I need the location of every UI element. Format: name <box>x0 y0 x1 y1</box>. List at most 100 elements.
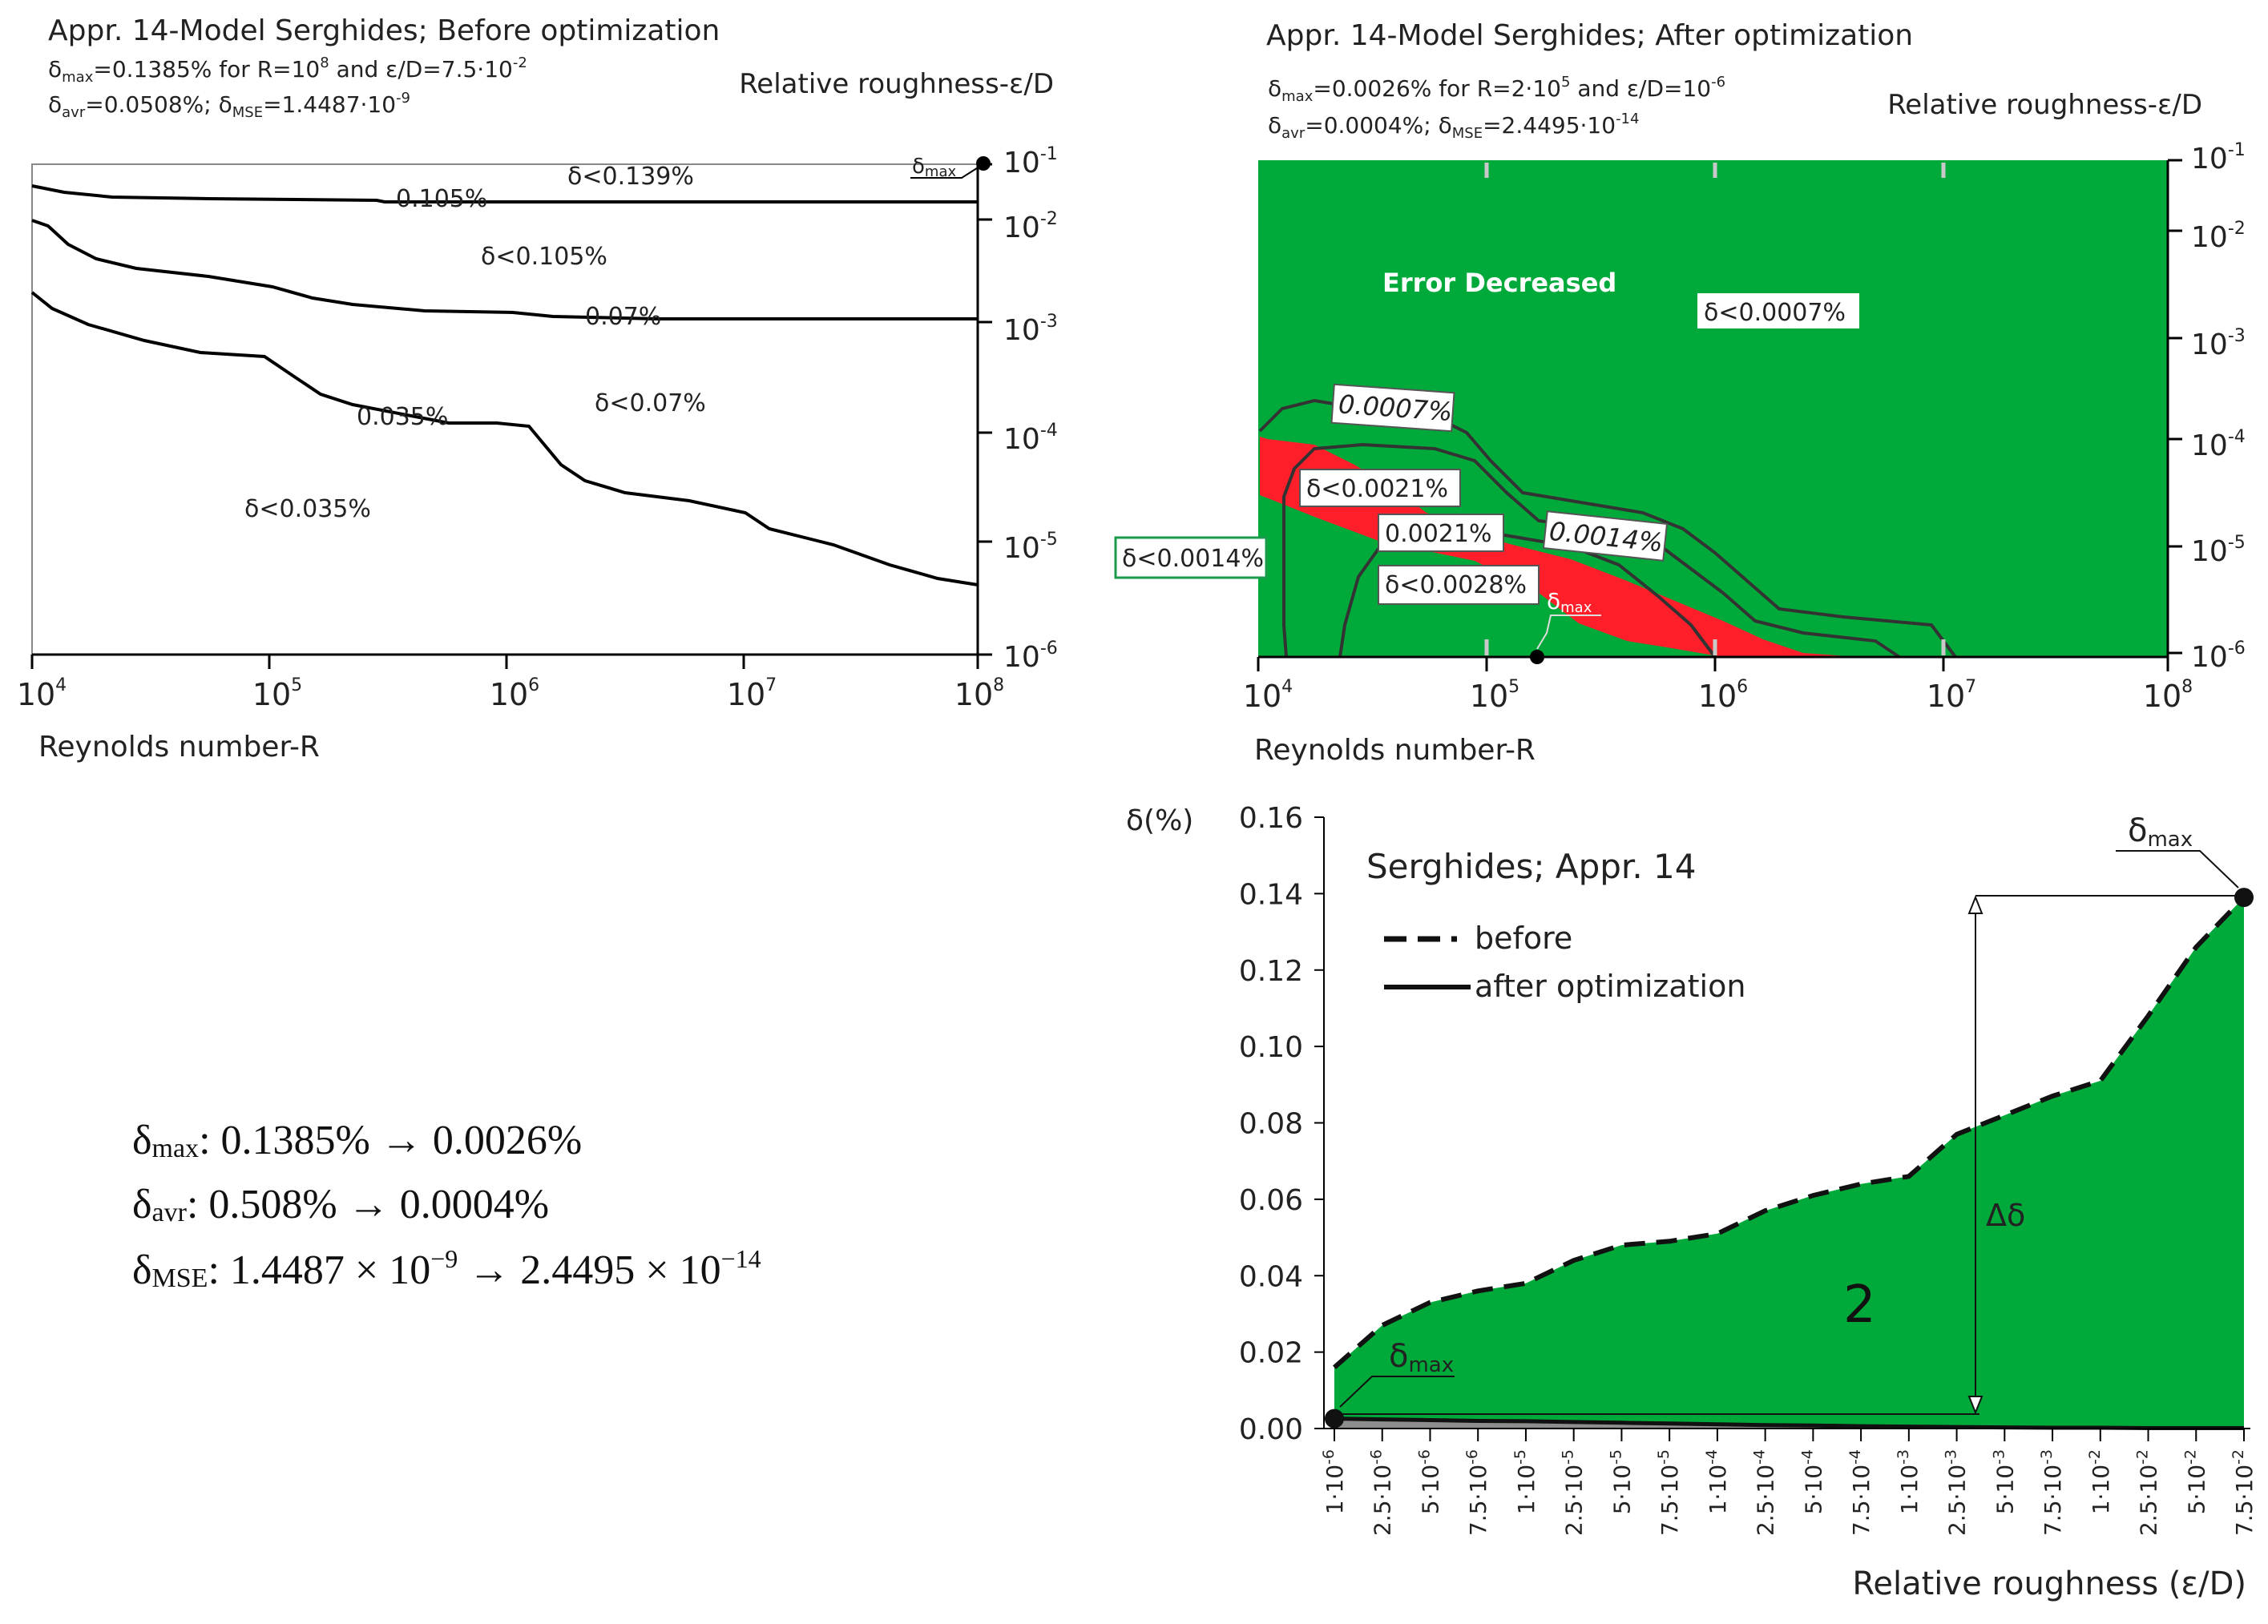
x-tick-label: 1·10-2 <box>2086 1449 2114 1514</box>
delta-max-dot-after <box>1530 650 1544 664</box>
y-tick-label: 10-4 <box>2191 427 2246 462</box>
delta-max-label-after: δmax <box>1547 588 1592 616</box>
panel-before-y-ticks: 10-1 10-2 10-3 10-4 10-5 10-6 <box>978 144 1058 674</box>
panel-before-x-ticks: 104 105 106 107 108 <box>17 655 1004 712</box>
y-tick-label: 10-3 <box>1003 312 1058 347</box>
x-tick-label: 1·10-3 <box>1895 1449 1923 1514</box>
error-decreased-text: Error Decreased <box>1382 268 1616 298</box>
delta-arrow-label: Δδ <box>1986 1198 2025 1233</box>
x-tick-label: 5·10-2 <box>2181 1449 2209 1514</box>
y-tick-label: 0.12 <box>1239 955 1303 988</box>
delta-max-pointer-bottom <box>1339 1376 1455 1408</box>
y-tick-label: 10-1 <box>2191 140 2246 175</box>
chart-title: Serghides; Appr. 14 <box>1366 847 1696 886</box>
delta-max-label-bottom-text: δmax <box>1389 1338 1454 1377</box>
label-box-00014-region <box>1114 536 1268 579</box>
x-tick-label: 2.5·10-3 <box>1943 1449 1971 1536</box>
region-label-00014: δ<0.0014% <box>1122 545 1264 573</box>
delta-max-label: δmax <box>912 155 956 180</box>
x-tick-label: 108 <box>954 675 1004 712</box>
region-label-00007: δ<0.0007% <box>1704 299 1846 327</box>
label-box-00021-contour <box>1378 514 1504 552</box>
panel-before-title: Appr. 14-Model Serghides; Before optimiz… <box>48 14 720 47</box>
x-tick-label: 1·10-6 <box>1320 1449 1348 1514</box>
delta-max-label-top-text: δmax <box>2128 812 2193 852</box>
x-tick-label: 7.5·10-6 <box>1463 1449 1491 1536</box>
x-tick-label: 5·10-6 <box>1415 1449 1443 1514</box>
y-tick-label: 0.16 <box>1239 802 1303 835</box>
y-tick-label: 10-5 <box>2191 533 2246 568</box>
x-tick-label: 7.5·10-4 <box>1846 1449 1875 1536</box>
panel-before-x-title: Reynolds number-R <box>38 731 320 764</box>
x-tick-label: 5·10-5 <box>1607 1449 1635 1514</box>
panel-after-y-title: Relative roughness-ε/D <box>1887 89 2202 121</box>
panel-after-stat-avr: δavr=0.0004%; δMSE=2.4495·10-14 <box>1268 111 1639 142</box>
region-label-007: δ<0.07% <box>595 389 706 417</box>
panel-before-plot-area <box>31 163 979 655</box>
region-label-0035: δ<0.035% <box>244 495 371 523</box>
y-tick-label: 0.08 <box>1239 1108 1303 1141</box>
panel-after: Appr. 14-Model Serghides; After optimiza… <box>1114 19 2246 767</box>
after-area-fill <box>1334 1418 2244 1429</box>
y-tick-label: 10-6 <box>2191 639 2246 674</box>
x-tick-label: 5·10-3 <box>1990 1449 2018 1514</box>
panel-after-stat-max: δmax=0.0026% for R=2·105 and ε/D=10-6 <box>1268 74 1725 105</box>
panel-before-stat-max: δmax=0.1385% for R=108 and ε/D=7.5·10-2 <box>48 54 527 86</box>
legend-after-label: after optimization <box>1475 969 1745 1004</box>
x-tick-label: 1·10-5 <box>1511 1449 1540 1514</box>
chart-legend: before after optimization <box>1384 921 1745 1004</box>
contour-007 <box>31 219 978 320</box>
delta-arrow: Δδ <box>1333 895 2246 1415</box>
delta-max-pointer-after <box>1536 615 1601 650</box>
y-tick-label: 0.06 <box>1239 1184 1303 1217</box>
x-tick-label: 1·10-4 <box>1703 1449 1731 1514</box>
x-tick-label: 2.5·10-5 <box>1560 1449 1588 1536</box>
y-tick-label: 10-5 <box>1003 530 1058 565</box>
delta-max-point-after <box>1325 1408 1344 1429</box>
x-tick-label: 104 <box>1243 677 1293 714</box>
contour-0105 <box>31 184 978 204</box>
label-box-00014-contour <box>1542 510 1669 562</box>
before-series-line <box>1333 896 2246 1369</box>
region-label-00028: δ<0.0028% <box>1385 571 1527 599</box>
red-region <box>1260 437 1859 657</box>
label-box-00007-region <box>1697 293 1859 328</box>
y-tick-label: 10-2 <box>1003 209 1058 244</box>
x-tick-label: 105 <box>1470 677 1519 714</box>
chart-y-label: δ(%) <box>1126 804 1193 837</box>
summary-block: δmax: 0.1385% → 0.0026% δavr: 0.508% → 0… <box>132 1118 761 1293</box>
before-area-fill <box>1334 897 2244 1429</box>
chart-x-label: Relative roughness (ε/D) <box>1852 1566 2246 1602</box>
y-tick-label: 10-6 <box>1003 639 1058 674</box>
delta-arrow-head-up <box>1967 895 1983 914</box>
label-box-00007-contour <box>1330 383 1455 433</box>
x-tick-label: 105 <box>252 675 302 712</box>
y-tick-label: 10-4 <box>1003 421 1058 456</box>
x-tick-label: 107 <box>727 675 777 712</box>
panel-before-y-title: Relative roughness-ε/D <box>739 68 1054 100</box>
y-tick-label: 10-3 <box>2191 326 2246 361</box>
delta-arrow-head-down <box>1967 1396 1983 1415</box>
summary-line-avr: δavr: 0.508% → 0.0004% <box>132 1182 549 1227</box>
legend-before-label: before <box>1475 921 1572 956</box>
delta-max-marker-after: δmax <box>1530 588 1601 664</box>
delta-max-pointer <box>910 166 980 179</box>
chart-y-ticks: 0.00 0.02 0.04 0.06 0.08 0.10 0.12 0.14 0.16 <box>1239 802 1324 1446</box>
delta-max-point-before <box>2234 888 2254 908</box>
y-tick-label: 10-2 <box>2191 219 2246 254</box>
y-tick-label: 10-1 <box>1003 144 1058 179</box>
x-tick-label: 2.5·10-2 <box>2134 1449 2162 1536</box>
x-tick-label: 106 <box>1698 677 1748 714</box>
x-tick-label: 2.5·10-6 <box>1368 1449 1396 1536</box>
panel-after-x-title: Reynolds number-R <box>1254 734 1536 767</box>
x-tick-label: 107 <box>1927 677 1976 714</box>
delta-chart: δ(%) 0.00 0.02 0.04 0.06 0.08 0.10 0.12 0.14 0.1… <box>1126 802 2258 1602</box>
region-label-00021: δ<0.0021% <box>1306 475 1448 503</box>
panel-after-title: Appr. 14-Model Serghides; After optimiza… <box>1266 19 1913 52</box>
panel-before: Appr. 14-Model Serghides; Before optimiz… <box>17 14 1058 764</box>
y-tick-label: 0.10 <box>1239 1031 1303 1064</box>
region-label-0139: δ<0.139% <box>567 163 694 191</box>
summary-line-max: δmax: 0.1385% → 0.0026% <box>132 1118 582 1163</box>
x-tick-label: 106 <box>490 675 539 712</box>
